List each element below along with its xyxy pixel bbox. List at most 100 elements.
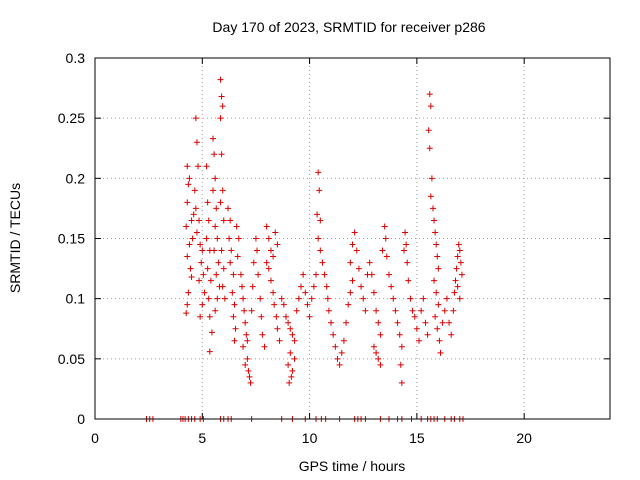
data-point: [429, 205, 436, 212]
data-point: [373, 349, 380, 356]
data-point: [227, 217, 234, 224]
y-tick-label: 0.3: [66, 50, 86, 66]
data-point: [204, 199, 211, 206]
data-point: [457, 259, 464, 266]
data-point: [340, 337, 347, 344]
y-axis-label: SRMTID / TECUs: [7, 183, 23, 293]
data-marks: [143, 76, 467, 422]
data-point: [270, 253, 277, 260]
x-tick-label: 10: [302, 430, 318, 446]
data-point: [217, 76, 224, 83]
data-point: [220, 217, 227, 224]
data-point: [206, 348, 213, 355]
data-point: [191, 187, 198, 194]
data-point: [456, 295, 463, 302]
data-point: [443, 295, 450, 302]
data-point: [285, 361, 292, 368]
data-point: [273, 313, 280, 320]
data-point: [211, 151, 218, 158]
data-point: [265, 235, 272, 242]
data-point: [336, 361, 343, 368]
data-point: [455, 241, 462, 248]
data-point: [210, 187, 217, 194]
data-point: [366, 259, 373, 266]
data-point: [246, 373, 253, 380]
data-point: [332, 343, 339, 350]
data-point: [190, 211, 197, 218]
data-point: [285, 319, 292, 326]
data-point: [452, 277, 459, 284]
data-point: [242, 319, 249, 326]
data-point: [248, 307, 255, 314]
data-point: [205, 295, 212, 302]
data-point: [418, 307, 425, 314]
data-point: [197, 313, 204, 320]
data-point: [437, 349, 444, 356]
y-tick-label: 0.2: [66, 170, 86, 186]
data-point: [229, 289, 236, 296]
data-point: [265, 265, 272, 272]
data-point: [353, 247, 360, 254]
data-point: [351, 229, 358, 236]
data-point: [280, 301, 287, 308]
data-point: [276, 337, 283, 344]
y-tick-label: 0.1: [66, 291, 86, 307]
data-point: [321, 271, 328, 278]
data-point: [458, 271, 465, 278]
data-point: [349, 241, 356, 248]
data-point: [217, 115, 224, 122]
data-point: [404, 259, 411, 266]
data-point: [345, 301, 352, 308]
data-point: [349, 277, 356, 284]
data-point: [394, 319, 401, 326]
data-point: [192, 205, 199, 212]
data-point: [377, 331, 384, 338]
data-point: [225, 205, 232, 212]
data-point: [228, 247, 235, 254]
data-point: [409, 307, 416, 314]
y-tick-label: 0.25: [58, 110, 85, 126]
data-point: [263, 259, 270, 266]
data-point: [289, 331, 296, 338]
data-point: [433, 241, 440, 248]
data-point: [195, 163, 201, 170]
data-point: [334, 355, 341, 362]
data-point: [381, 223, 388, 230]
data-point: [432, 229, 439, 236]
data-point: [192, 115, 199, 122]
data-point: [184, 163, 191, 170]
data-point: [218, 151, 225, 158]
data-point: [424, 331, 431, 338]
data-point: [259, 331, 266, 338]
data-point: [217, 199, 224, 206]
data-point: [291, 337, 298, 344]
data-point: [454, 283, 461, 290]
data-point: [184, 301, 191, 308]
data-point: [257, 295, 264, 302]
x-axis-label: GPS time / hours: [299, 458, 406, 474]
data-point: [289, 367, 296, 374]
data-point: [426, 91, 433, 98]
x-tick-label: 5: [198, 430, 206, 446]
data-point: [208, 329, 215, 336]
plot-frame: [94, 57, 611, 420]
data-point: [435, 301, 442, 308]
data-point: [196, 217, 203, 224]
data-point: [328, 319, 335, 326]
x-tick-label: 0: [91, 430, 99, 446]
data-point: [362, 307, 369, 314]
data-point: [398, 343, 405, 350]
data-point: [287, 349, 294, 356]
data-point: [250, 259, 257, 266]
data-point: [261, 343, 268, 350]
data-point: [220, 265, 227, 272]
data-point: [231, 337, 238, 344]
data-point: [227, 259, 234, 266]
data-point: [238, 283, 245, 290]
data-point: [219, 187, 226, 194]
data-point: [373, 307, 380, 314]
data-point: [206, 313, 213, 320]
data-point: [323, 283, 330, 290]
data-point: [203, 235, 210, 242]
data-point: [186, 241, 193, 248]
